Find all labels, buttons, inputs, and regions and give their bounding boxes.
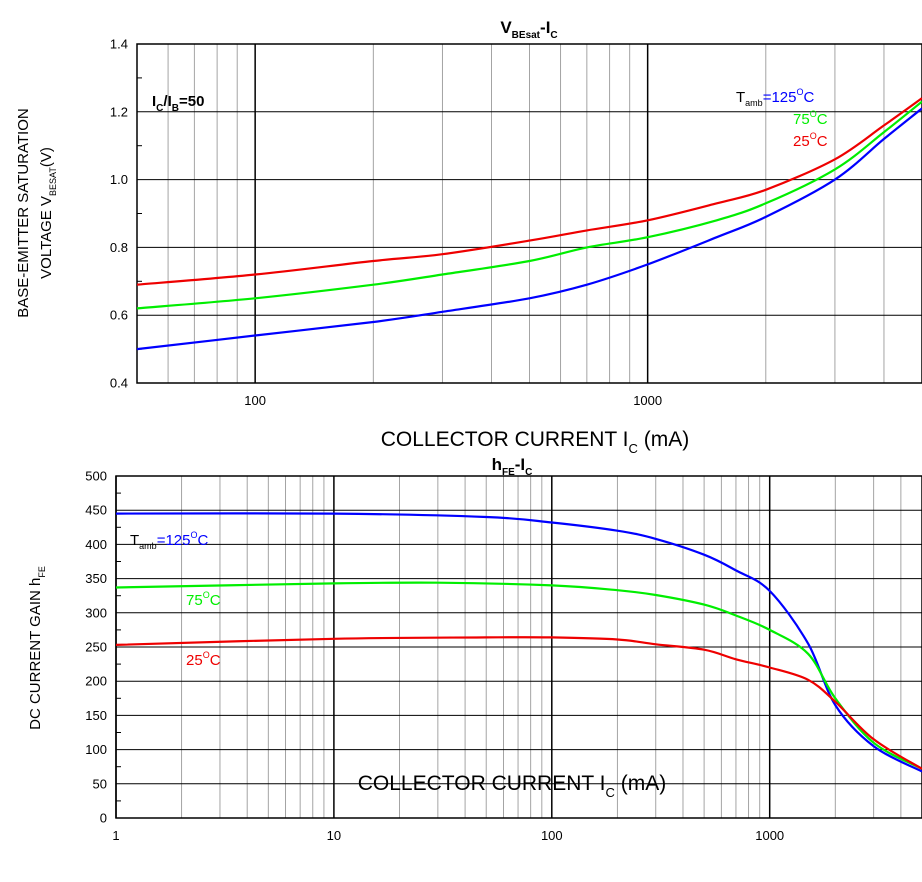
series-line xyxy=(115,512,922,773)
series-label: Tamb=125OC xyxy=(130,530,209,551)
y-axis-label: DC CURRENT GAIN hFE xyxy=(27,566,47,730)
y-tick-label: 150 xyxy=(85,708,107,723)
x-tick-label: 100 xyxy=(244,393,266,408)
x-tick-label: 1000 xyxy=(633,393,662,408)
y-tick-label: 300 xyxy=(85,605,107,620)
y-tick-label: 450 xyxy=(85,503,107,518)
y-axis-label: VOLTAGE VBESAT(V) xyxy=(38,147,58,279)
chart-title: hFE-IC xyxy=(492,455,533,478)
y-tick-label: 0.4 xyxy=(110,376,128,391)
y-tick-label: 200 xyxy=(85,674,107,689)
y-axis-label: BASE-EMITTER SATURATION xyxy=(15,108,32,317)
series-label: Tamb=125OC xyxy=(736,87,815,108)
y-tick-label: 0.6 xyxy=(110,308,128,323)
chart-2: 0 50 100 150 200 250 300 350 400 450 500 1 10 100 1000… xyxy=(27,455,922,843)
y-tick-label: 1.4 xyxy=(110,37,128,52)
chart-1: 0.4 0.6 0.8 1.0 1.2 1.4 100 1000 VBEsat-IC COLLEC… xyxy=(15,18,922,456)
y-tick-label: 1.0 xyxy=(110,172,128,187)
y-tick-label: 1.2 xyxy=(110,104,128,119)
y-tick-label: 50 xyxy=(93,776,107,791)
x-tick-label: 10 xyxy=(327,828,341,843)
y-tick-label: 100 xyxy=(85,742,107,757)
series-line xyxy=(115,581,922,770)
x-tick-label: 1 xyxy=(112,828,119,843)
series-line xyxy=(136,97,922,286)
x-axis-label: COLLECTOR CURRENT IC (mA) xyxy=(381,428,689,456)
plot-frame xyxy=(136,43,922,384)
y-tick-label: 0 xyxy=(100,811,107,826)
x-tick-label: 100 xyxy=(541,828,563,843)
x-tick-label: 1000 xyxy=(755,828,784,843)
series-label: 25OC xyxy=(186,650,221,669)
series-line xyxy=(136,100,922,310)
chart-title: VBEsat-IC xyxy=(500,18,557,41)
condition-annotation: IC/IB=50 xyxy=(152,93,204,114)
series-line xyxy=(115,636,922,770)
x-axis-label: COLLECTOR CURRENT IC (mA) xyxy=(358,772,666,800)
series-label: 75OC xyxy=(186,590,221,609)
y-tick-label: 250 xyxy=(85,640,107,655)
y-tick-label: 0.8 xyxy=(110,240,128,255)
y-tick-label: 350 xyxy=(85,571,107,586)
series-label: 75OC xyxy=(793,109,828,128)
series-line xyxy=(136,107,922,351)
y-tick-label: 400 xyxy=(85,537,107,552)
y-tick-label: 500 xyxy=(85,469,107,484)
series-label: 25OC xyxy=(793,131,828,150)
plot-frame xyxy=(115,475,922,819)
